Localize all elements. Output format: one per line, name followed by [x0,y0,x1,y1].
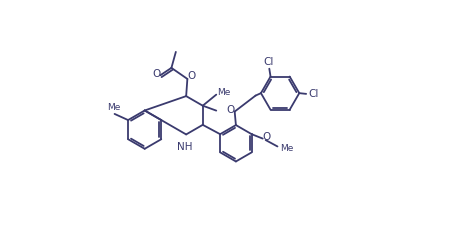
Text: Cl: Cl [308,89,319,99]
Text: O: O [226,104,234,115]
Text: O: O [262,132,271,142]
Text: O: O [187,71,195,82]
Text: NH: NH [177,142,193,152]
Text: Me: Me [280,144,294,153]
Text: O: O [153,69,161,79]
Text: Cl: Cl [263,57,273,67]
Text: Me: Me [107,103,120,112]
Text: Me: Me [217,88,231,97]
